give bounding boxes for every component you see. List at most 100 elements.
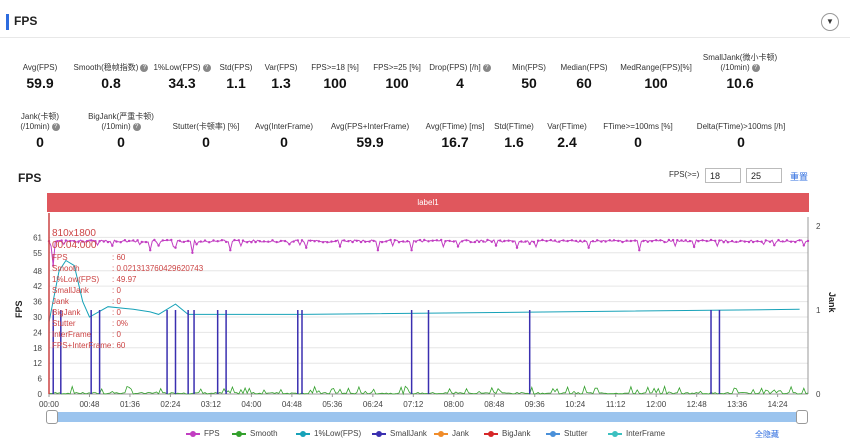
fps-point xyxy=(743,240,746,243)
fps-point xyxy=(52,264,55,267)
y-tick-label: 0 xyxy=(38,390,43,399)
help-icon[interactable]: ? xyxy=(482,63,491,72)
legend-label: BigJank xyxy=(502,429,531,438)
fps-point xyxy=(461,240,464,243)
x-tick-label: 10:24 xyxy=(565,400,586,409)
fps-threshold-input-1[interactable] xyxy=(705,168,741,183)
fps-point xyxy=(90,239,93,242)
y2-tick-label: 1 xyxy=(816,306,821,315)
legend-label: Smooth xyxy=(250,429,278,438)
fps-point xyxy=(81,240,84,243)
metric-value: 100 xyxy=(385,75,409,91)
fps-point xyxy=(309,239,312,242)
fps-point xyxy=(267,240,270,243)
fps-threshold-input-2[interactable] xyxy=(746,168,782,183)
tooltip-key: FPS xyxy=(52,253,68,262)
fps-point xyxy=(262,240,266,243)
metric-label: Delta(FTime)>100ms [/h] xyxy=(696,122,786,131)
metric-value: 2.4 xyxy=(557,134,577,150)
x-tick-label: 04:00 xyxy=(241,400,262,409)
y-axis-label: FPS xyxy=(14,300,24,318)
y2-tick-label: 0 xyxy=(816,390,821,399)
fps-point xyxy=(144,240,148,244)
fps-point xyxy=(444,240,447,243)
fps-point xyxy=(402,240,405,243)
metric-metrics1-7: Drop(FPS) [/h]? 4 xyxy=(410,63,510,91)
fps-point xyxy=(427,240,430,243)
fps-point xyxy=(465,239,468,242)
fps-point xyxy=(701,239,704,242)
x-tick-label: 00:48 xyxy=(79,400,100,409)
fps-point xyxy=(448,239,451,243)
fps-point xyxy=(397,241,401,244)
reset-button[interactable]: 重置 xyxy=(790,172,809,182)
time-range-scrollbar[interactable] xyxy=(52,412,804,422)
help-icon[interactable]: ? xyxy=(51,122,60,131)
chart-title: FPS xyxy=(18,171,42,185)
fps-point xyxy=(292,240,295,243)
metric-value: 0 xyxy=(117,134,125,150)
legend-item-smalljank[interactable]: SmallJank xyxy=(372,429,427,438)
fps-point xyxy=(157,244,160,247)
fps-point xyxy=(697,240,700,243)
metric-label-unit: (/10min)? xyxy=(71,122,171,132)
tooltip-row: FPS: 60 xyxy=(52,252,172,263)
metric-label-unit: (/10min)? xyxy=(690,63,790,73)
tooltip-time: 00:04:000 xyxy=(52,240,97,251)
metric-label: Var(FPS) xyxy=(264,63,298,72)
metric-value: 10.6 xyxy=(726,75,754,91)
fps-point xyxy=(570,239,574,242)
legend-item-1-low-fps-[interactable]: 1%Low(FPS) xyxy=(296,429,361,438)
tooltip-value: : 0 xyxy=(112,297,121,306)
scroll-handle-right[interactable] xyxy=(796,410,808,424)
hide-all-button[interactable]: 全隐藏 xyxy=(755,430,779,439)
legend-item-jank[interactable]: Jank xyxy=(434,429,469,438)
metric-value: 0 xyxy=(280,134,288,150)
fps-point xyxy=(579,239,582,242)
label-range-bar[interactable]: label1 xyxy=(47,193,809,212)
metric-value: 34.3 xyxy=(168,75,196,91)
fps-point xyxy=(499,239,502,242)
fps-point xyxy=(553,239,557,242)
fps-point xyxy=(161,239,164,242)
collapse-chevron-icon[interactable]: ▼ xyxy=(821,13,839,31)
metric-label: Avg(InterFrame) xyxy=(254,122,314,131)
metric-label: 1%Low(FPS)? xyxy=(132,63,232,73)
fps-point xyxy=(106,240,110,244)
help-icon[interactable]: ? xyxy=(751,63,760,72)
fps-point xyxy=(102,240,106,243)
metric-value: 0 xyxy=(634,134,642,150)
fps-point xyxy=(68,239,72,243)
tooltip-row: SmallJank: 0 xyxy=(52,285,172,296)
legend-item-stutter[interactable]: Stutter xyxy=(546,429,588,438)
metric-value: 50 xyxy=(521,75,537,91)
fps-point xyxy=(692,245,696,249)
legend-item-bigjank[interactable]: BigJank xyxy=(484,429,530,438)
y-tick-label: 61 xyxy=(33,233,42,242)
fps-point xyxy=(794,240,797,244)
legend-item-smooth[interactable]: Smooth xyxy=(232,429,278,438)
metric-label: Std(FTime) xyxy=(494,122,534,131)
metric-value: 4 xyxy=(456,75,464,91)
help-icon[interactable]: ? xyxy=(202,63,211,72)
fps-point xyxy=(705,239,708,243)
y-tick-label: 6 xyxy=(38,375,43,384)
help-icon[interactable]: ? xyxy=(140,63,149,72)
fps-point xyxy=(520,240,523,243)
fps-point xyxy=(98,240,101,243)
fps-point xyxy=(566,239,569,243)
help-icon[interactable]: ? xyxy=(132,122,141,131)
scroll-handle-left[interactable] xyxy=(46,410,58,424)
fps-point xyxy=(347,240,350,243)
metric-metrics1-5: FPS>=18 [%] 100 xyxy=(285,63,385,91)
fps-point xyxy=(574,239,578,243)
fps-point xyxy=(688,239,692,243)
x-tick-label: 08:48 xyxy=(484,400,505,409)
metric-metrics1-1: Smooth(稳帧指数)? 0.8 xyxy=(61,63,161,91)
metric-metrics2-6: Std(FTime) 1.6 xyxy=(464,122,564,150)
legend-item-fps[interactable]: FPS xyxy=(186,429,220,438)
y-tick-label: 36 xyxy=(33,298,42,307)
fps-point xyxy=(735,240,738,244)
legend-item-interframe[interactable]: InterFrame xyxy=(608,429,665,438)
